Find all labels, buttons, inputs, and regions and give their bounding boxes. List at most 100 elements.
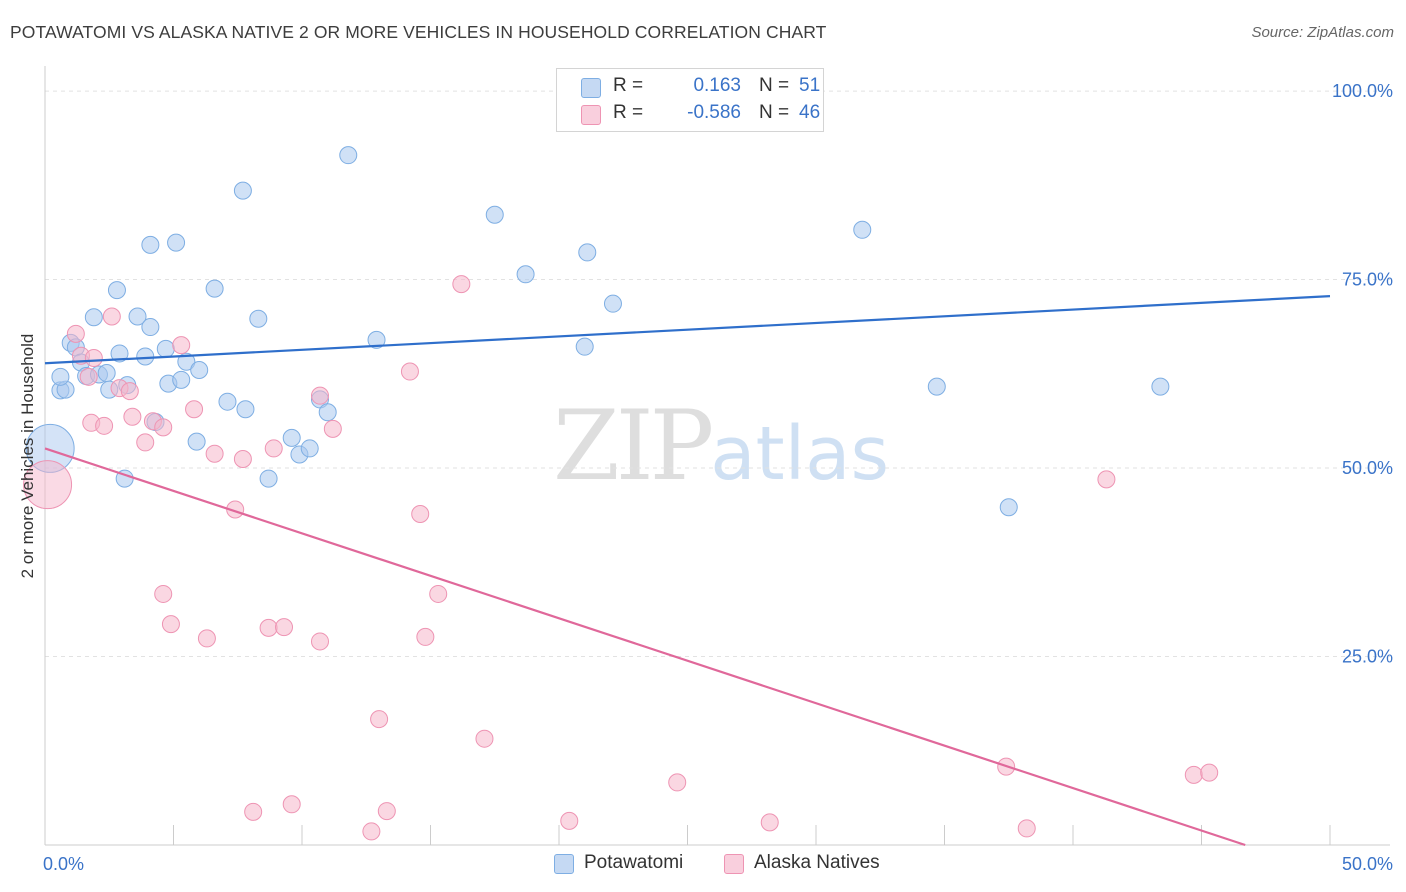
legend-swatch-alaska-natives xyxy=(581,105,601,125)
data-point-alaska-natives xyxy=(123,407,142,426)
y-axis-label: 2 or more Vehicles in Household xyxy=(18,333,37,579)
data-point-potawatomi xyxy=(107,281,126,300)
data-point-potawatomi xyxy=(51,367,70,386)
data-point-alaska-natives xyxy=(259,618,278,637)
data-point-alaska-natives xyxy=(79,367,98,386)
data-point-alaska-natives xyxy=(323,419,342,438)
data-point-alaska-natives xyxy=(411,505,430,524)
data-point-alaska-natives xyxy=(154,418,173,437)
data-point-alaska-natives xyxy=(1184,765,1203,784)
data-point-alaska-natives xyxy=(120,382,139,401)
data-point-alaska-natives xyxy=(233,449,252,468)
legend-n-label: N = xyxy=(759,102,790,123)
data-point-alaska-natives xyxy=(475,729,494,748)
data-point-potawatomi xyxy=(110,344,129,363)
data-point-potawatomi xyxy=(128,307,147,326)
x-tick-label: 50.0% xyxy=(1342,854,1393,874)
data-point-alaska-natives xyxy=(310,386,329,405)
y-tick-label: 50.0% xyxy=(1342,458,1393,478)
bottom-legend-label: Potawatomi xyxy=(584,852,684,873)
legend-r-label: R = xyxy=(613,102,644,123)
data-point-alaska-natives xyxy=(1200,763,1219,782)
data-point-potawatomi xyxy=(156,339,175,358)
data-point-alaska-natives xyxy=(370,710,389,729)
data-point-potawatomi xyxy=(603,294,622,313)
legend-r-value: 0.163 xyxy=(693,75,741,96)
data-point-potawatomi xyxy=(136,347,155,366)
y-tick-label: 25.0% xyxy=(1342,647,1393,667)
data-point-alaska-natives xyxy=(377,802,396,821)
data-point-potawatomi xyxy=(218,392,237,411)
data-point-alaska-natives xyxy=(760,813,779,832)
legend-r-value: -0.586 xyxy=(687,102,741,123)
chart-title: POTAWATOMI VS ALASKA NATIVE 2 OR MORE VE… xyxy=(10,22,827,42)
data-point-potawatomi xyxy=(516,265,535,284)
data-point-potawatomi xyxy=(97,364,116,383)
data-point-alaska-natives xyxy=(362,822,381,841)
legend-n-value: 46 xyxy=(799,102,821,123)
data-point-potawatomi xyxy=(205,279,224,298)
data-point-alaska-natives xyxy=(560,811,579,830)
data-point-potawatomi xyxy=(177,352,196,371)
stats-legend: R = 0.163 N = 51 R = -0.586 N = 46 xyxy=(556,68,824,132)
watermark-zip: ZIP xyxy=(553,390,714,502)
data-point-potawatomi xyxy=(575,337,594,356)
data-point-alaska-natives xyxy=(668,773,687,792)
y-tick-label: 75.0% xyxy=(1342,270,1393,290)
data-point-potawatomi xyxy=(141,318,160,337)
legend-n-value: 51 xyxy=(799,75,821,96)
data-point-alaska-natives xyxy=(429,584,448,603)
source-credit: Source: ZipAtlas.com xyxy=(1251,24,1394,41)
bottom-legend-swatch-potawatomi xyxy=(554,854,574,874)
data-point-potawatomi xyxy=(485,205,504,224)
data-point-alaska-natives xyxy=(452,275,471,294)
data-point-potawatomi xyxy=(282,428,301,447)
trend-line-alaska-natives xyxy=(44,447,1246,847)
data-point-alaska-natives xyxy=(172,336,191,355)
watermark: ZIPatlas xyxy=(553,398,889,495)
data-point-potawatomi xyxy=(999,498,1018,517)
data-point-potawatomi xyxy=(84,308,103,327)
data-point-alaska-natives xyxy=(282,795,301,814)
data-point-potawatomi xyxy=(339,146,358,165)
data-point-alaska-natives xyxy=(400,362,419,381)
data-point-alaska-natives xyxy=(154,584,173,603)
data-point-potawatomi xyxy=(141,235,160,254)
data-point-potawatomi xyxy=(233,181,252,200)
data-point-potawatomi xyxy=(927,377,946,396)
data-point-alaska-natives xyxy=(205,444,224,463)
data-point-alaska-natives xyxy=(416,627,435,646)
data-point-alaska-natives xyxy=(185,400,204,419)
data-point-alaska-natives xyxy=(84,348,103,367)
data-point-potawatomi xyxy=(172,370,191,389)
data-point-alaska-natives xyxy=(310,632,329,651)
data-point-potawatomi xyxy=(1151,377,1170,396)
data-point-potawatomi xyxy=(367,330,386,349)
y-tick-label: 100.0% xyxy=(1332,81,1393,101)
trend-line-potawatomi xyxy=(44,295,1331,365)
x-tick-label: 0.0% xyxy=(43,854,84,874)
data-point-alaska-natives xyxy=(264,439,283,458)
data-point-alaska-natives xyxy=(136,433,155,452)
data-point-alaska-natives xyxy=(23,460,73,510)
data-point-alaska-natives xyxy=(275,618,294,637)
data-point-potawatomi xyxy=(578,243,597,262)
data-point-alaska-natives xyxy=(244,802,263,821)
watermark-atlas: atlas xyxy=(710,411,890,497)
data-point-potawatomi xyxy=(259,469,278,488)
bottom-legend-label: Alaska Natives xyxy=(754,852,880,873)
legend-r-label: R = xyxy=(613,75,644,96)
data-point-potawatomi xyxy=(187,432,206,451)
data-point-alaska-natives xyxy=(102,307,121,326)
data-point-potawatomi xyxy=(167,233,186,252)
data-point-alaska-natives xyxy=(1017,819,1036,838)
bottom-legend-swatch-alaska-natives xyxy=(724,854,744,874)
legend-swatch-potawatomi xyxy=(581,78,601,98)
data-point-alaska-natives xyxy=(66,324,85,343)
data-point-alaska-natives xyxy=(197,629,216,648)
data-point-potawatomi xyxy=(190,361,209,380)
legend-n-label: N = xyxy=(759,75,790,96)
data-point-alaska-natives xyxy=(95,416,114,435)
data-point-potawatomi xyxy=(236,400,255,419)
